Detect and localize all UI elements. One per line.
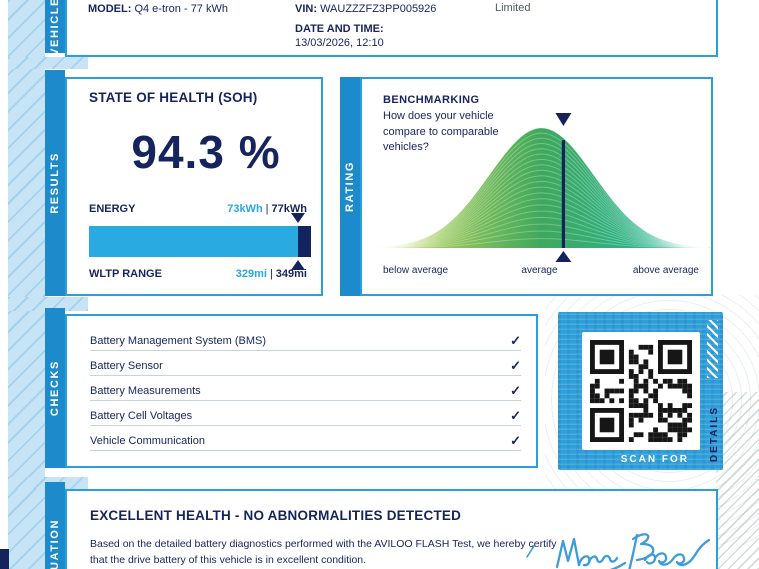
- soh-title: STATE OF HEALTH (SOH): [89, 90, 258, 105]
- check-row: Battery Cell Voltages ✓: [90, 401, 521, 426]
- benchmarking-title: BENCHMARKING: [383, 94, 480, 106]
- model-label: MODEL:: [88, 3, 132, 15]
- qr-block: SCAN FOR DETAILS: [558, 312, 723, 470]
- vehicle-model: MODEL: Q4 e-tron - 77 kWh: [88, 3, 228, 15]
- signature: [555, 533, 711, 569]
- vehicle-vin: VIN: WAUZZZFZ3PP005926: [295, 3, 436, 15]
- wltp-value: 329mi | 349mi: [236, 268, 307, 280]
- wltp-current: 329mi: [235, 268, 267, 280]
- wltp-separator: |: [269, 268, 273, 280]
- check-label: Battery Cell Voltages: [90, 410, 193, 422]
- checkmark-icon: ✓: [510, 433, 521, 448]
- soh-marker-down: [291, 213, 306, 223]
- rating-panel: BENCHMARKING How does your vehicle compa…: [360, 77, 713, 296]
- energy-label: ENERGY: [89, 203, 136, 215]
- results-panel: STATE OF HEALTH (SOH) 94.3 % ENERGY 73kW…: [65, 77, 323, 296]
- wltp-label: WLTP RANGE: [89, 268, 162, 280]
- datetime-label-row: DATE AND TIME:: [295, 23, 384, 35]
- check-row: Vehicle Communication ✓: [90, 426, 521, 451]
- check-label: Vehicle Communication: [90, 435, 205, 447]
- checkmark-icon: ✓: [510, 408, 521, 423]
- vehicle-panel: MODEL: Q4 e-tron - 77 kWh VIN: WAUZZZFZ3…: [65, 0, 718, 57]
- energy-bar-fill: [89, 226, 299, 257]
- tab-vehicle-label: VEHICLE: [49, 0, 61, 56]
- check-list: Battery Management System (BMS) ✓ Batter…: [90, 326, 521, 451]
- tab-evaluation: EVALUATION: [45, 482, 65, 569]
- benchmark-bell-curve-chart: [373, 113, 710, 262]
- energy-total: 77kWh: [271, 203, 307, 215]
- axis-label-below-average: below average: [383, 265, 449, 276]
- tab-evaluation-label: EVALUATION: [49, 519, 61, 569]
- signature-mark: [526, 545, 535, 558]
- corner-text: Limited: [495, 2, 531, 14]
- model-value: Q4 e-tron - 77 kWh: [134, 3, 228, 15]
- evaluation-heading: EXCELLENT HEALTH - NO ABNORMALITIES DETE…: [90, 508, 462, 523]
- tab-checks: CHECKS: [45, 308, 65, 468]
- soh-marker-up: [291, 260, 306, 270]
- check-row: Battery Sensor ✓: [90, 351, 521, 376]
- wltp-total: 349mi: [275, 268, 307, 280]
- tab-rating: RATING: [340, 77, 360, 296]
- background-corner-block: [0, 549, 9, 569]
- check-row: Battery Measurements ✓: [90, 376, 521, 401]
- checkmark-icon: ✓: [510, 358, 521, 373]
- evaluation-panel: EXCELLENT HEALTH - NO ABNORMALITIES DETE…: [65, 489, 718, 569]
- energy-separator: |: [265, 203, 269, 215]
- tab-vehicle: VEHICLE: [45, 0, 65, 56]
- axis-label-average: average: [521, 265, 558, 276]
- background-band: [8, 0, 45, 569]
- tab-results: RESULTS: [45, 70, 65, 296]
- qr-code-svg: [590, 340, 692, 442]
- datetime-value: 13/03/2026, 12:10: [295, 37, 384, 49]
- check-label: Battery Management System (BMS): [90, 335, 267, 347]
- vin-label: VIN:: [295, 3, 317, 15]
- datetime-label: DATE AND TIME:: [295, 23, 384, 35]
- energy-bar: [89, 226, 311, 257]
- tab-checks-label: CHECKS: [49, 359, 61, 417]
- datetime-value-row: 13/03/2026, 12:10: [295, 37, 384, 49]
- energy-current: 73kWh: [227, 203, 263, 215]
- axis-label-above-average: above average: [632, 265, 699, 276]
- qr-scan-for-label: SCAN FOR: [620, 454, 689, 465]
- checks-panel: Battery Management System (BMS) ✓ Batter…: [65, 314, 538, 468]
- background-hatch-pattern: [716, 392, 759, 569]
- check-label: Battery Measurements: [90, 385, 201, 397]
- tab-rating-label: RATING: [344, 161, 356, 212]
- tab-results-label: RESULTS: [49, 152, 61, 214]
- check-row: Battery Management System (BMS) ✓: [90, 326, 521, 351]
- energy-value: 73kWh | 77kWh: [227, 203, 307, 215]
- evaluation-body-text: Based on the detailed battery diagnostic…: [90, 538, 557, 567]
- soh-value: 94.3 %: [131, 126, 281, 178]
- checkmark-icon: ✓: [510, 383, 521, 398]
- benchmarking-subtitle: How does your vehicle compare to compara…: [383, 110, 499, 154]
- qr-details-label: DETAILS: [709, 405, 720, 462]
- check-label: Battery Sensor: [90, 360, 163, 372]
- checkmark-icon: ✓: [510, 333, 521, 348]
- background-strip: [8, 57, 88, 69]
- background-strip: [8, 297, 88, 311]
- vin-value: WAUZZZFZ3PP005926: [320, 3, 437, 15]
- qr-hatch-marks: [707, 320, 718, 378]
- qr-code-container: [582, 332, 700, 450]
